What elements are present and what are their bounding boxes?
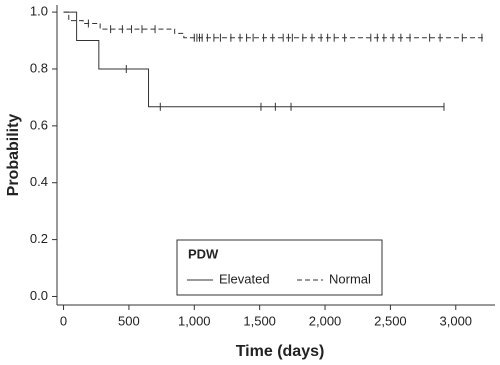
legend-label: Normal	[329, 271, 371, 286]
legend-label: Elevated	[219, 271, 270, 286]
x-tick-label: 1,000	[178, 313, 211, 328]
y-tick-label: 0.8	[30, 60, 48, 75]
x-axis-label: Time (days)	[236, 343, 325, 360]
x-tick-label: 0	[60, 313, 67, 328]
x-tick-label: 2,500	[374, 313, 407, 328]
x-tick-label: 500	[118, 313, 140, 328]
survival-curve	[63, 11, 445, 108]
x-tick-label: 3,000	[440, 313, 473, 328]
y-tick-label: 1.0	[30, 4, 48, 19]
x-tick-label: 2,000	[309, 313, 342, 328]
survival-curve	[63, 11, 485, 39]
legend-box	[176, 239, 383, 296]
y-tick-label: 0.0	[30, 288, 48, 303]
x-tick-label: 1,500	[243, 313, 276, 328]
y-tick-label: 0.4	[30, 174, 48, 189]
legend-title: PDW	[188, 246, 219, 261]
y-axis-label: Probability	[5, 114, 22, 197]
y-tick-label: 0.6	[30, 117, 48, 132]
y-tick-label: 0.2	[30, 231, 48, 246]
